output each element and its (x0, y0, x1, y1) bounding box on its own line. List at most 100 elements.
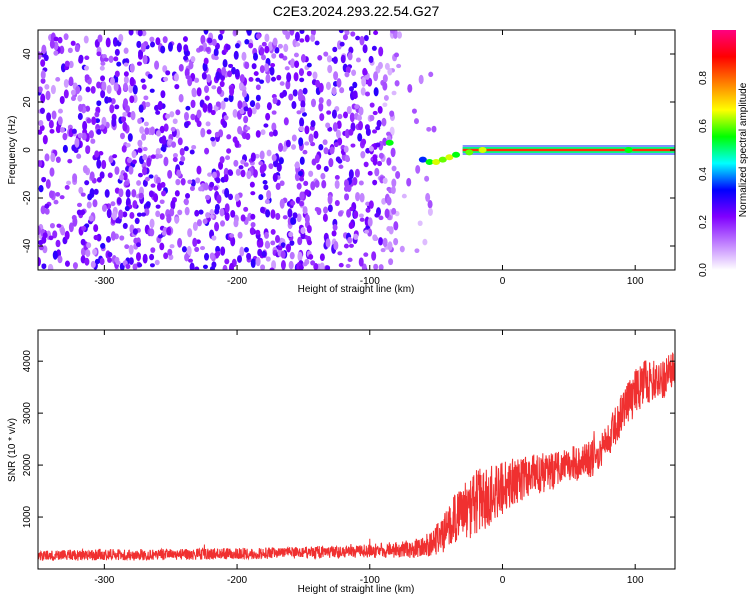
heatmap-cell (92, 248, 98, 256)
heatmap-cell (215, 101, 221, 107)
heatmap-cell (96, 100, 102, 107)
heatmap-cell (189, 149, 195, 155)
heatmap-cell (213, 55, 219, 61)
heatmap-cell (80, 255, 86, 264)
heatmap-cell (183, 198, 189, 206)
heatmap-cell (84, 74, 90, 81)
heatmap-cell (202, 103, 208, 113)
heatmap-cell (314, 40, 320, 46)
heatmap-cell (52, 250, 58, 260)
heatmap-cell (179, 147, 185, 156)
heatmap-cell (222, 59, 228, 68)
heatmap-cell (211, 235, 217, 241)
heatmap-cell (81, 225, 87, 232)
heatmap-cell (390, 147, 396, 158)
heatmap-cell (174, 216, 180, 224)
heatmap-cell (289, 30, 295, 36)
heatmap-cell (59, 45, 65, 55)
heatmap-cell (86, 201, 92, 209)
heatmap-cell (255, 256, 261, 267)
heatmap-cell (96, 128, 102, 135)
heatmap-cell (291, 101, 297, 110)
heatmap-cell (245, 132, 251, 141)
heatmap-cell (262, 180, 268, 185)
heatmap-cell (192, 237, 198, 248)
heatmap-cell (196, 165, 202, 175)
heatmap-cell (207, 172, 213, 177)
heatmap-cell (184, 253, 190, 262)
heatmap-cell (49, 128, 55, 134)
heatmap-cell (214, 203, 220, 212)
heatmap-cell (220, 246, 226, 256)
heatmap-cell (62, 132, 68, 141)
heatmap-cell (339, 87, 345, 94)
heatmap-cell (194, 246, 200, 252)
heatmap-cell (219, 208, 225, 217)
heatmap-cell (184, 121, 190, 129)
heatmap-cell (222, 264, 228, 270)
heatmap-cell (205, 121, 211, 127)
heatmap-cell (110, 231, 116, 241)
heatmap-cell (233, 50, 239, 60)
heatmap-cell (276, 74, 282, 81)
heatmap-cell (391, 207, 397, 215)
heatmap-cell (378, 237, 384, 246)
heatmap-cell (84, 55, 90, 61)
heatmap-cell (135, 252, 141, 262)
heatmap-cell (349, 206, 355, 212)
heatmap-cell (298, 137, 304, 147)
heatmap-cell (246, 252, 252, 260)
heatmap-cell (246, 30, 252, 36)
heatmap-cell (145, 201, 151, 208)
heatmap-cell (258, 161, 264, 166)
heatmap-cell (348, 128, 354, 136)
heatmap-cell (123, 71, 129, 77)
heatmap-cell (386, 196, 392, 206)
heatmap-cell (263, 123, 269, 128)
heatmap-cell (90, 260, 96, 269)
heatmap-cell (246, 170, 252, 180)
heatmap-cell (116, 197, 122, 205)
heatmap-cell (40, 59, 46, 67)
heatmap-cell (124, 205, 130, 212)
heatmap-cell (44, 203, 50, 209)
heatmap-cell (122, 82, 128, 92)
heatmap-cell (300, 100, 306, 109)
heatmap-cell (290, 217, 296, 225)
heatmap-cell (128, 30, 134, 36)
heatmap-cell (237, 231, 243, 239)
heatmap-cell (316, 164, 322, 170)
heatmap-cell (306, 239, 312, 246)
heatmap-cell (78, 54, 84, 62)
heatmap-cell (70, 89, 76, 96)
heatmap-cell (53, 199, 59, 205)
heatmap-cell (358, 257, 364, 267)
heatmap-cell (196, 120, 202, 128)
heatmap-cell (50, 84, 56, 95)
heatmap-cell (202, 264, 208, 269)
heatmap-cell (345, 263, 351, 269)
heatmap-cell (289, 240, 295, 246)
heatmap-cell (255, 84, 261, 91)
heatmap-cell (177, 209, 183, 216)
spectrogram-x-tick-label: -300 (94, 276, 114, 287)
heatmap-cell (387, 67, 393, 76)
heatmap-cell (319, 253, 325, 262)
heatmap-cell (371, 45, 377, 51)
heatmap-cell (78, 103, 84, 112)
heatmap-cell (125, 142, 131, 148)
heatmap-cell (310, 120, 316, 128)
heatmap-cell (209, 214, 215, 219)
heatmap-cell (418, 74, 424, 85)
heatmap-cell (138, 192, 144, 199)
heatmap-cell (272, 173, 278, 183)
heatmap-cell (132, 200, 138, 209)
colorbar-tick-label: 0.6 (698, 119, 709, 133)
heatmap-cell (177, 137, 183, 146)
heatmap-cell (137, 30, 143, 37)
heatmap-cell (178, 94, 184, 103)
heatmap-cell (257, 248, 263, 257)
heatmap-cell (386, 226, 392, 232)
heatmap-cell (290, 58, 296, 69)
